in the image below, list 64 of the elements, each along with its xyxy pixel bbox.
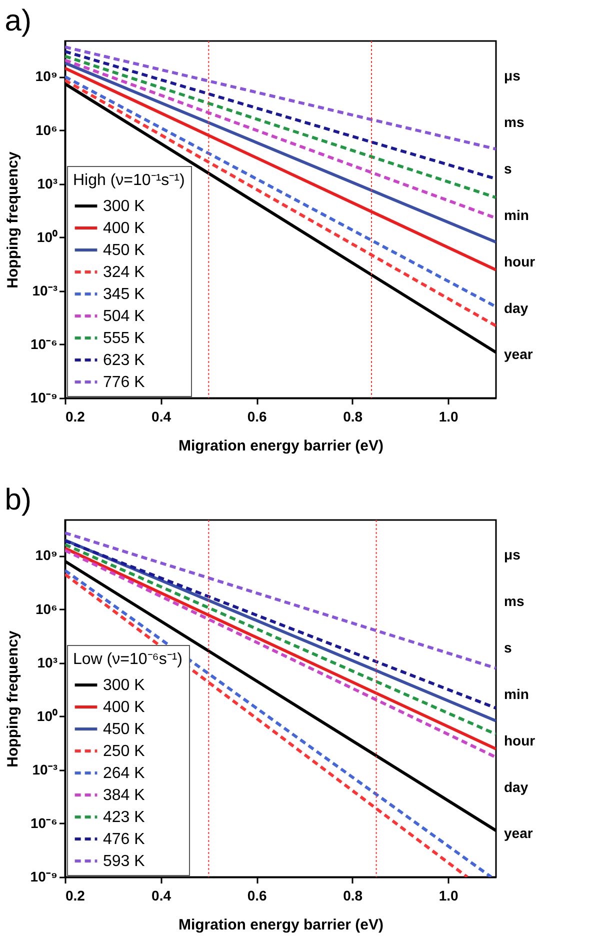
y-tick-label: 10⁻³: [32, 761, 58, 778]
x-tick-label: 0.2: [66, 888, 86, 904]
legend-title: Low (ν=10⁻⁶s⁻¹): [73, 651, 183, 668]
legend-label: 555 K: [103, 330, 146, 347]
y-tick-label: 10⁶: [35, 600, 58, 617]
y-tick-label: 10⁹: [35, 68, 58, 84]
legend-label: 400 K: [103, 699, 146, 716]
y-axis-title: Hopping frequency: [4, 630, 22, 768]
legend-label: 384 K: [103, 787, 146, 804]
chart-title: a): [4, 4, 32, 38]
y-tick-label: 10⁻³: [32, 282, 58, 298]
y-tick-label: 10⁰: [36, 228, 58, 245]
legend-label: 300 K: [103, 198, 146, 215]
text: min: [504, 686, 529, 702]
legend-label: 623 K: [103, 352, 146, 369]
legend-label: 400 K: [103, 220, 146, 237]
text: hour: [504, 253, 536, 270]
legend-label: 423 K: [103, 809, 146, 826]
text: year: [504, 346, 534, 362]
x-tick-label: 0.6: [247, 888, 267, 904]
x-tick-label: 0.2: [66, 408, 86, 424]
x-tick-label: 0.8: [343, 888, 363, 904]
text: ms: [504, 593, 524, 610]
legend-label: 264 K: [103, 765, 146, 782]
text: μs: [504, 546, 521, 563]
text: s: [504, 160, 512, 177]
legend-label: 300 K: [103, 677, 146, 694]
text: min: [504, 206, 529, 223]
text: s: [504, 640, 512, 656]
y-tick-label: 10³: [37, 654, 58, 670]
legend-label: 345 K: [103, 286, 146, 303]
legend-label: 250 K: [103, 743, 146, 760]
x-axis-title: Migration energy barrier (eV): [178, 438, 384, 454]
legend-label: 450 K: [103, 242, 146, 259]
y-tick-label: 10⁰: [36, 708, 58, 724]
x-axis-title: Migration energy barrier (eV): [178, 916, 384, 934]
text: day: [504, 778, 528, 795]
y-tick-label: 10⁻⁹: [30, 390, 58, 406]
x-tick-label: 0.4: [152, 888, 172, 904]
chart-title: b): [4, 484, 32, 516]
x-tick-label: 0.4: [152, 408, 172, 424]
x-tick-label: 1.0: [438, 888, 459, 904]
legend-label: 504 K: [103, 308, 146, 325]
y-tick-label: 10⁻⁶: [30, 336, 58, 352]
y-axis-title: Hopping frequency: [4, 151, 22, 288]
text: hour: [504, 732, 536, 748]
legend-label: 450 K: [103, 721, 146, 738]
text: day: [504, 300, 528, 316]
text: year: [504, 825, 534, 842]
y-tick-label: 10³: [37, 175, 58, 192]
legend-label: 324 K: [103, 264, 146, 281]
legend-title: High (ν=10⁻¹s⁻¹): [73, 172, 185, 189]
x-tick-label: 0.6: [247, 408, 267, 424]
x-tick-label: 1.0: [438, 408, 459, 424]
y-tick-label: 10⁻⁶: [30, 814, 58, 831]
x-tick-label: 0.8: [343, 408, 363, 424]
legend-label: 776 K: [103, 374, 146, 391]
y-tick-label: 10⁹: [35, 547, 58, 564]
y-tick-label: 10⁻⁹: [30, 868, 58, 884]
text: ms: [504, 114, 524, 130]
y-tick-label: 10⁶: [35, 122, 58, 138]
legend-label: 593 K: [103, 853, 146, 870]
legend-label: 476 K: [103, 831, 146, 848]
text: μs: [504, 68, 521, 84]
